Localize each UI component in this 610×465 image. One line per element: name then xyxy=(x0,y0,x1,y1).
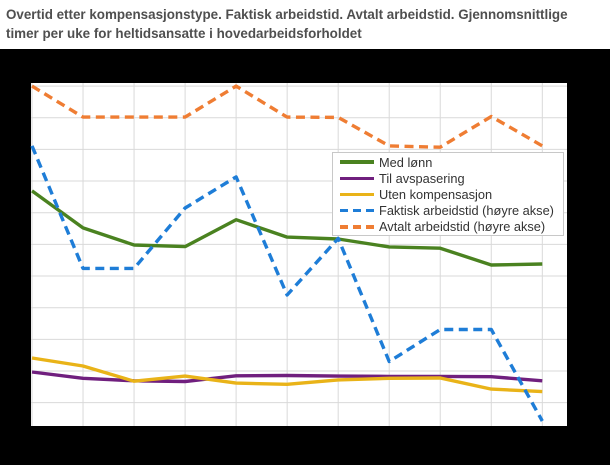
legend-swatch-dashed-blue xyxy=(340,208,374,213)
legend-label: Uten kompensasjon xyxy=(379,186,493,202)
legend-item-uten-kompensasjon[interactable]: Uten kompensasjon xyxy=(340,186,563,202)
chart-legend: Med lønn Til avspasering Uten kompensasj… xyxy=(332,152,564,236)
chart-title: Overtid etter kompensasjonstype. Faktisk… xyxy=(6,7,568,42)
legend-label: Til avspasering xyxy=(379,170,465,186)
legend-item-med-lonn[interactable]: Med lønn xyxy=(340,154,563,170)
legend-swatch-solid-green xyxy=(340,160,374,164)
series-line-2 xyxy=(31,356,543,394)
legend-item-faktisk-arbeidstid[interactable]: Faktisk arbeidstid (høyre akse) xyxy=(340,203,563,219)
series-line-4 xyxy=(31,84,544,149)
legend-swatch-solid-yellow xyxy=(340,192,374,197)
series-line-3 xyxy=(30,145,544,422)
legend-label: Avtalt arbeidstid (høyre akse) xyxy=(379,219,546,235)
legend-item-avtalt-arbeidstid[interactable]: Avtalt arbeidstid (høyre akse) xyxy=(340,219,563,235)
chart-title-band: Overtid etter kompensasjonstype. Faktisk… xyxy=(0,0,610,49)
series-line-0 xyxy=(31,189,543,267)
legend-swatch-solid-purple xyxy=(340,176,374,180)
series-lines xyxy=(30,84,544,422)
legend-swatch-dashed-orange xyxy=(340,225,374,229)
legend-label: Faktisk arbeidstid (høyre akse) xyxy=(379,203,554,219)
series-line-1 xyxy=(31,370,543,384)
legend-item-til-avspasering[interactable]: Til avspasering xyxy=(340,170,563,186)
plot-panel xyxy=(31,83,567,426)
legend-label: Med lønn xyxy=(379,154,433,170)
